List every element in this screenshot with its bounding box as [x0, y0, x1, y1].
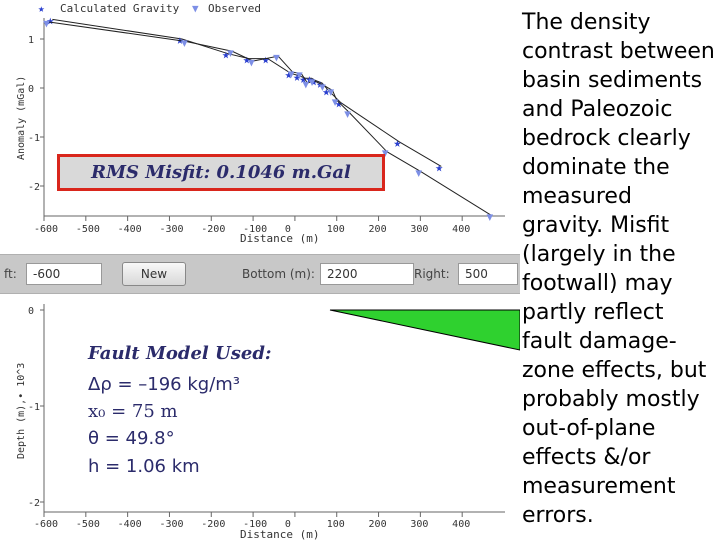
left-extent-input[interactable]: -600 [26, 263, 102, 285]
depth-x-tick-label: 100 [327, 519, 345, 530]
param-density: Δρ = –196 kg/m³ [88, 374, 241, 395]
left-field-label: ft: [4, 267, 17, 281]
depth-xlabel: Distance (m) [240, 528, 319, 540]
depth-x-tick-label: -200 [201, 519, 225, 530]
calculated-point: ★ [222, 48, 230, 63]
gravity-modeling-panel: ★ Calculated Gravity ▼ Observed -600 -500… [0, 0, 520, 540]
observed-point: ▼ [344, 108, 351, 121]
gravity-y-tick-label: 1 [28, 35, 34, 46]
observed-point: ▼ [273, 51, 280, 64]
depth-x-tick-label: -400 [118, 519, 142, 530]
depth-x-tick-label: 0 [285, 519, 291, 530]
gravity-x-tick-label: -300 [159, 224, 183, 235]
observed-point: ▼ [248, 56, 255, 69]
calculated-point: ★ [316, 77, 324, 92]
fault-model-title: Fault Model Used: [88, 343, 272, 364]
observed-point: ▼ [181, 36, 188, 49]
observed-point: ▼ [332, 95, 339, 108]
depth-x-tick-label: -500 [76, 519, 100, 530]
observed-point: ▼ [415, 166, 422, 179]
calculated-line [52, 18, 442, 167]
depth-x-tick-label: -600 [34, 519, 58, 530]
observed-point: ▼ [227, 46, 234, 59]
observed-point: ▼ [302, 78, 309, 91]
explanation-text: The density contrast between basin sedim… [522, 10, 715, 528]
observed-line [48, 21, 492, 216]
right-extent-input[interactable]: 500 [458, 263, 518, 285]
observed-point: ▼ [288, 67, 295, 80]
legend-star-icon: ★ [38, 2, 45, 15]
rms-misfit-box: RMS Misfit: 0.1046 m.Gal [57, 154, 385, 191]
calculated-point: ★ [46, 13, 54, 28]
new-button[interactable]: New [122, 262, 186, 286]
gravity-x-tick-label: 100 [327, 224, 345, 235]
depth-x-tick-label: -100 [243, 519, 267, 530]
gravity-plot: ★ Calculated Gravity ▼ Observed -600 -500… [0, 0, 520, 254]
gravity-y-tick-label: 0 [28, 84, 34, 95]
calculated-point: ★ [299, 72, 307, 87]
legend-calculated-label: Calculated Gravity [60, 2, 180, 15]
calculated-point: ★ [243, 53, 251, 68]
calculated-point: ★ [322, 84, 330, 99]
gravity-x-tick-label: -400 [118, 224, 142, 235]
gravity-x-tick-label: 300 [410, 224, 428, 235]
gravity-x-tick-label: 200 [369, 224, 387, 235]
param-theta: θ = 49.8° [88, 428, 175, 449]
observed-point: ▼ [309, 76, 316, 89]
gravity-ylabel: Anomaly (mGal) [16, 76, 27, 160]
gravity-x-tick-label: 0 [285, 224, 291, 235]
observed-point: ▼ [43, 17, 50, 30]
right-field-label: Right: [414, 267, 450, 281]
depth-x-tick-label: 300 [410, 519, 428, 530]
gravity-legend: ★ Calculated Gravity ▼ Observed [38, 2, 261, 15]
depth-y-tick-label: 0 [28, 306, 34, 317]
calculated-point: ★ [393, 136, 401, 151]
depth-plot: -600 -500 -400 -300 -200 -100 0 100 200 300 400 0 -1… [0, 294, 520, 540]
observed-point: ▼ [319, 81, 326, 94]
bottom-field-label: Bottom (m): [242, 267, 315, 281]
depth-x-tick-label: -300 [159, 519, 183, 530]
param-x0: x₀ = 75 m [88, 401, 178, 422]
gravity-x-tick-label: 400 [452, 224, 470, 235]
gravity-ticks: -600 -500 -400 -300 -200 -100 0 100 200 300 400 1 0 -… [28, 35, 470, 235]
observed-point: ▼ [382, 147, 389, 160]
depth-y-tick-label: -2 [28, 498, 40, 509]
observed-point: ▼ [328, 85, 335, 98]
gravity-y-tick-label: -1 [28, 133, 40, 144]
gravity-x-tick-label: -200 [201, 224, 225, 235]
model-controls-bar: ft: -600 New Bottom (m): 2200 Right: 500 [0, 254, 520, 294]
depth-ticks: -600 -500 -400 -300 -200 -100 0 100 200 300 400 0 -1… [28, 306, 470, 530]
bottom-depth-input[interactable]: 2200 [320, 263, 414, 285]
gravity-xlabel: Distance (m) [240, 232, 319, 245]
gravity-y-tick-label: -2 [28, 182, 40, 193]
calculated-point: ★ [335, 97, 343, 112]
calculated-point: ★ [293, 70, 301, 85]
calculated-point: ★ [435, 160, 443, 175]
calculated-point: ★ [262, 53, 270, 68]
calculated-point: ★ [310, 75, 318, 90]
observed-point: ▼ [486, 210, 493, 223]
gravity-series: ★★★ ★ ★★ ★★★★★★★★★▼▼▼▼ ▼▼ ▼▼ ▼ ▼ ▼▼▼▼▼▼ [43, 13, 493, 223]
gravity-x-tick-label: -100 [243, 224, 267, 235]
gravity-x-tick-label: -600 [34, 224, 58, 235]
depth-ylabel: Depth (m),• 10^3 [16, 363, 27, 459]
depth-y-tick-label: -1 [28, 402, 40, 413]
gravity-x-tick-label: -500 [76, 224, 100, 235]
fault-block-shape [329, 309, 520, 351]
param-h: h = 1.06 km [88, 456, 200, 477]
calculated-point: ★ [285, 67, 293, 82]
observed-point: ▼ [296, 68, 303, 81]
depth-x-tick-label: 200 [369, 519, 387, 530]
legend-triangle-icon: ▼ [192, 2, 199, 15]
calculated-point: ★ [306, 72, 314, 87]
depth-x-tick-label: 400 [452, 519, 470, 530]
legend-observed-label: Observed [208, 2, 261, 15]
